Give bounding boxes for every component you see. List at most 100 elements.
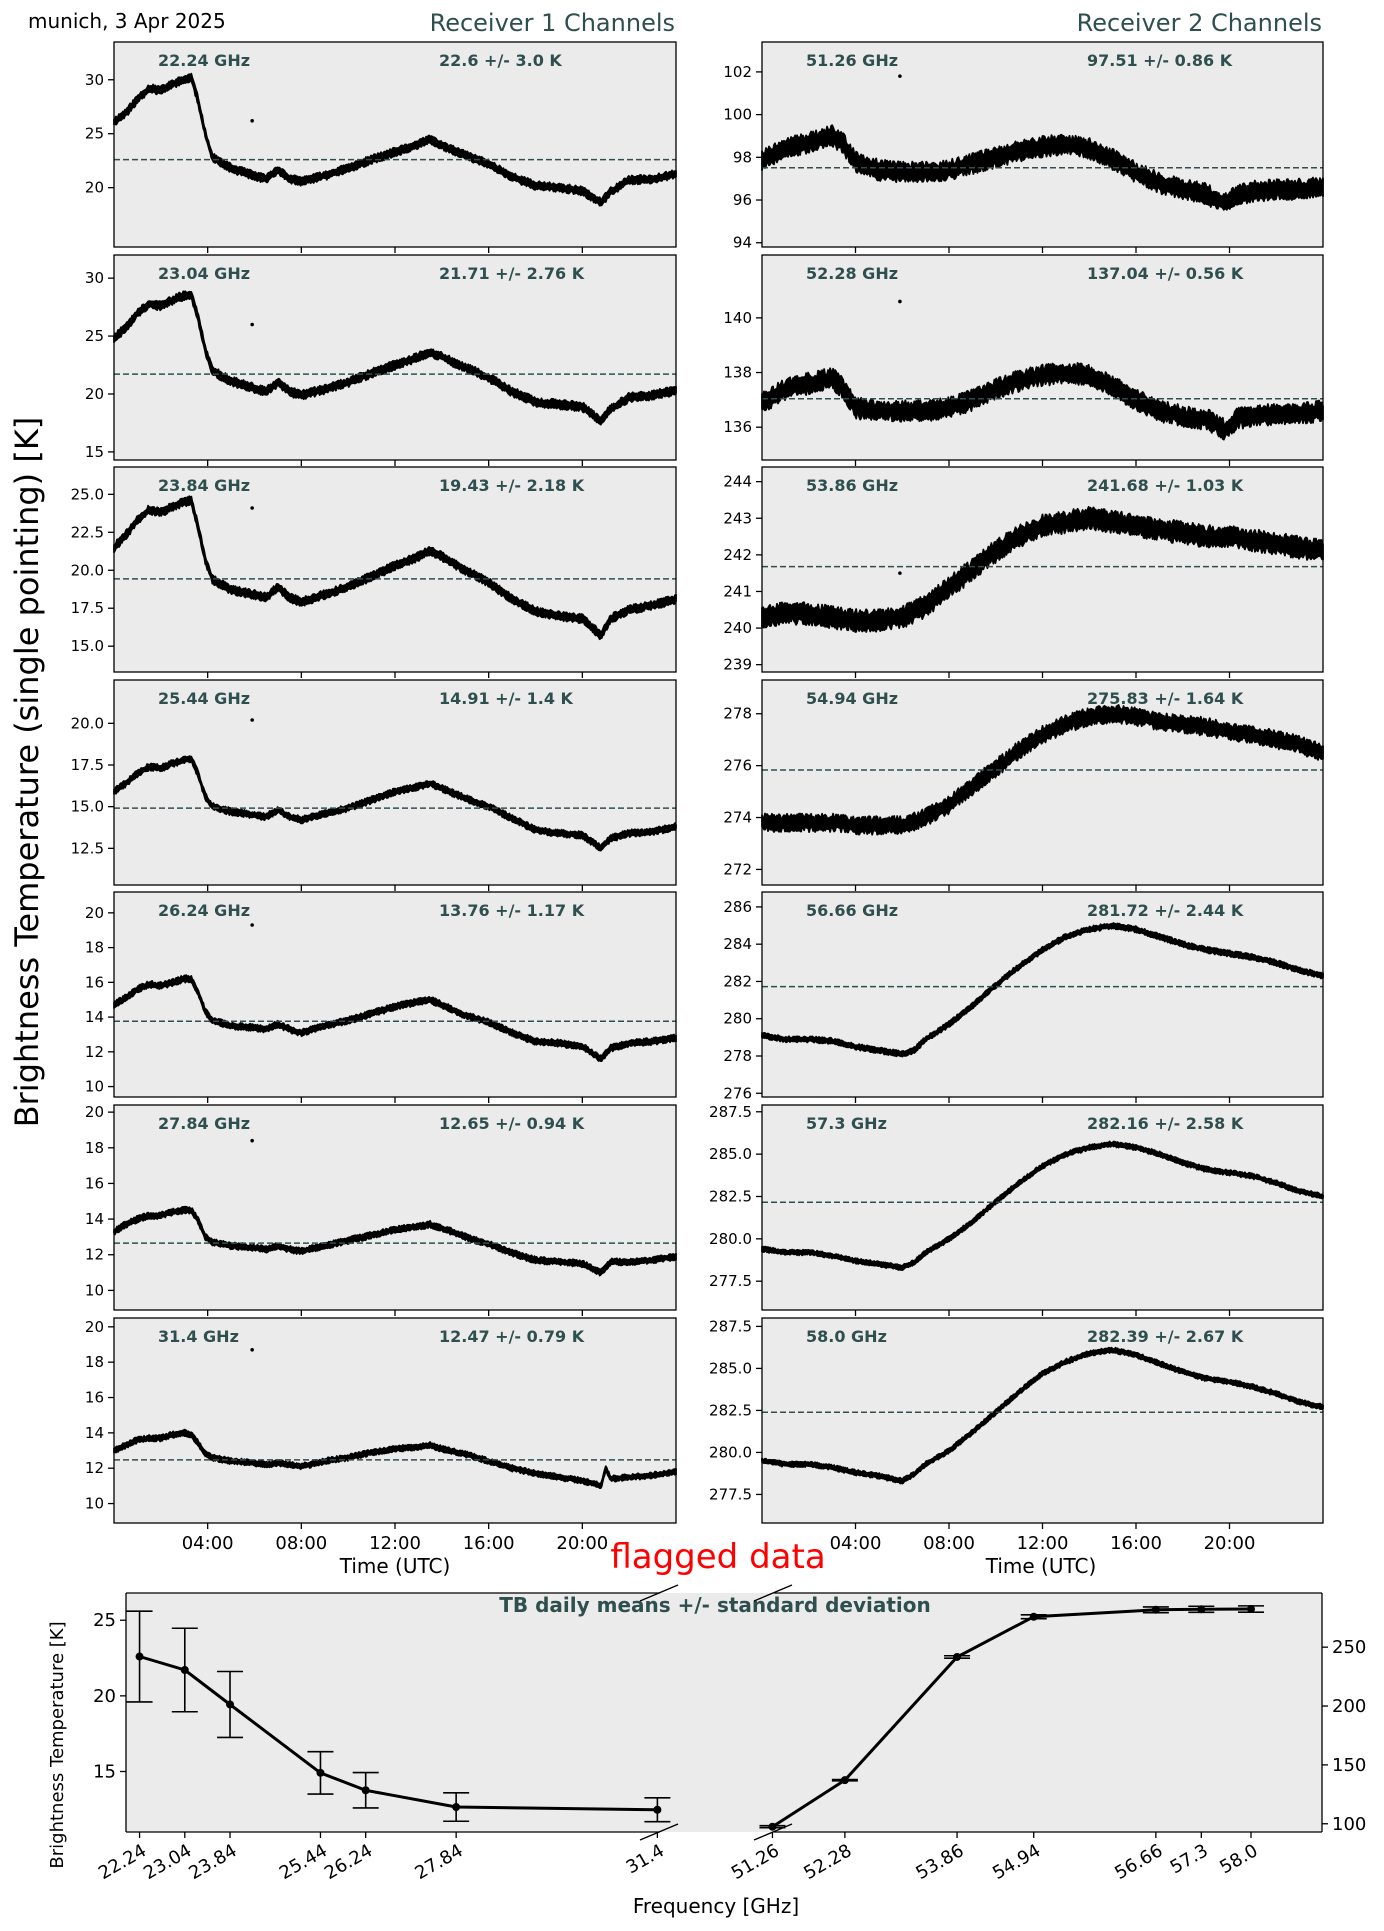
y-tick-label: 240 bbox=[723, 619, 752, 637]
receiver2-title: Receiver 2 Channels bbox=[1077, 9, 1322, 37]
channel-panel: 10 12 14 16 18 20 27.84 GHz 12.65 +/- 0.94 K bbox=[85, 1103, 677, 1316]
y-tick-label: 30 bbox=[85, 269, 104, 287]
panel-border bbox=[113, 891, 677, 1098]
axis-break-mark bbox=[639, 1823, 679, 1841]
y-axis-label: Brightness Temperature (single pointing)… bbox=[8, 417, 46, 1128]
panel-background bbox=[114, 1318, 676, 1523]
channel-frequency: 23.04 GHz bbox=[158, 264, 250, 283]
y-tick-label: 10 bbox=[85, 1495, 104, 1513]
panel-border bbox=[761, 41, 1324, 248]
y-tick-label: 272 bbox=[723, 860, 752, 878]
channel-panel: 277.5 280.0 282.5 285.0 287.5 04:00 08:00 12:00… bbox=[709, 1317, 1324, 1554]
y-tick-label: 20 bbox=[85, 1318, 104, 1336]
channel-stat: 281.72 +/- 2.44 K bbox=[1087, 901, 1244, 920]
y-tick-label: 25 bbox=[85, 327, 104, 345]
panel-background bbox=[114, 892, 676, 1097]
channel-panel: 277.5 280.0 282.5 285.0 287.5 57.3 GHz 282.16 … bbox=[709, 1103, 1324, 1316]
y-tick-label: 17.5 bbox=[71, 599, 104, 617]
panel-border bbox=[761, 1104, 1324, 1311]
panel-background bbox=[762, 1318, 1323, 1523]
y-tick-label: 25.0 bbox=[71, 485, 104, 503]
channel-stat: 12.47 +/- 0.79 K bbox=[439, 1327, 585, 1346]
y-tick-label: 100 bbox=[1332, 1814, 1366, 1835]
channel-panel: 272 274 276 278 54.94 GHz 275.83 +/- 1.64 K bbox=[723, 679, 1324, 891]
y-tick-label: 282.5 bbox=[709, 1401, 752, 1419]
x-tick-label: 20:00 bbox=[556, 1533, 608, 1554]
mean-point bbox=[953, 1652, 962, 1661]
y-tick-label: 242 bbox=[723, 546, 752, 564]
y-tick-label: 285.0 bbox=[709, 1145, 752, 1163]
location-date: munich, 3 Apr 2025 bbox=[28, 9, 226, 33]
y-tick-label: 20 bbox=[85, 385, 104, 403]
panel-background bbox=[114, 1105, 676, 1310]
channel-stat: 22.6 +/- 3.0 K bbox=[439, 51, 562, 70]
summary-ylabel: Brightness Temperature [K] bbox=[47, 1621, 68, 1868]
panel-border bbox=[113, 1104, 677, 1311]
panel-background bbox=[114, 680, 676, 885]
y-tick-label: 102 bbox=[723, 63, 752, 81]
summary-left-background bbox=[126, 1593, 680, 1832]
y-tick-label: 10 bbox=[85, 1281, 104, 1299]
x-tick-label: 12:00 bbox=[369, 1533, 421, 1554]
y-tick-label: 14 bbox=[85, 1008, 104, 1026]
y-tick-label: 282 bbox=[723, 972, 752, 990]
mean-point bbox=[452, 1803, 461, 1812]
y-tick-label: 278 bbox=[723, 705, 752, 723]
panel-border bbox=[113, 466, 677, 673]
panel-border bbox=[761, 891, 1324, 1098]
y-tick-label: 280.0 bbox=[709, 1443, 752, 1461]
channel-panel: 136 138 140 52.28 GHz 137.04 +/- 0.56 K bbox=[723, 254, 1324, 466]
y-tick-label: 241 bbox=[723, 582, 752, 600]
summary-gap-background bbox=[678, 1593, 756, 1832]
channel-panel: 10 12 14 16 18 20 26.24 GHz 13.76 +/- 1.17 K bbox=[85, 891, 677, 1103]
x-tick-label: 04:00 bbox=[182, 1533, 234, 1554]
flagged-data-label: flagged data bbox=[610, 1537, 825, 1577]
y-tick-label: 12 bbox=[85, 1459, 104, 1477]
y-tick-label: 285.0 bbox=[709, 1359, 752, 1377]
y-tick-label: 276 bbox=[723, 1084, 752, 1102]
y-tick-label: 25 bbox=[93, 1610, 116, 1631]
y-tick-label: 20 bbox=[85, 1103, 104, 1121]
y-tick-label: 12.5 bbox=[71, 839, 104, 857]
y-tick-label: 98 bbox=[733, 148, 752, 166]
y-tick-label: 20.0 bbox=[71, 714, 104, 732]
axis-break-mark bbox=[753, 1823, 793, 1841]
channel-frequency: 58.0 GHz bbox=[806, 1327, 887, 1346]
y-tick-label: 16 bbox=[85, 1174, 104, 1192]
receiver1-panels: 20 25 30 22.24 GHz 22.6 +/- 3.0 K 15 20 25 30 23.… bbox=[71, 41, 677, 1554]
outlier-point bbox=[250, 1348, 254, 1352]
y-tick-label: 18 bbox=[85, 1139, 104, 1157]
channel-panel: 15.0 17.5 20.0 22.5 25.0 23.84 GHz 19.43 +/- 2… bbox=[71, 466, 677, 678]
y-tick-label: 278 bbox=[723, 1047, 752, 1065]
panel-background bbox=[762, 1105, 1323, 1310]
channel-frequency: 53.86 GHz bbox=[806, 476, 898, 495]
y-tick-label: 18 bbox=[85, 1353, 104, 1371]
channel-stat: 19.43 +/- 2.18 K bbox=[439, 476, 585, 495]
x-tick-label: 16:00 bbox=[1110, 1533, 1162, 1554]
y-tick-label: 243 bbox=[723, 509, 752, 527]
channel-panel: 239 240 241 242 243 244 53.86 GHz 241.68 +/- 1.… bbox=[723, 466, 1324, 678]
panel-border bbox=[113, 679, 677, 886]
mean-point bbox=[135, 1652, 144, 1661]
panel-background bbox=[762, 892, 1323, 1097]
outlier-point bbox=[250, 118, 254, 123]
panel-background bbox=[114, 42, 676, 247]
channel-frequency: 57.3 GHz bbox=[806, 1114, 887, 1133]
channel-frequency: 52.28 GHz bbox=[806, 264, 898, 283]
y-tick-label: 94 bbox=[733, 234, 752, 252]
axis-break-mark bbox=[639, 1584, 679, 1602]
channel-frequency: 23.84 GHz bbox=[158, 476, 250, 495]
mean-point bbox=[840, 1776, 849, 1785]
y-tick-label: 15 bbox=[93, 1761, 116, 1782]
y-tick-label: 277.5 bbox=[709, 1485, 752, 1503]
y-tick-label: 12 bbox=[85, 1043, 104, 1061]
y-tick-label: 20 bbox=[85, 179, 104, 197]
y-tick-label: 12 bbox=[85, 1246, 104, 1264]
y-tick-label: 14 bbox=[85, 1210, 104, 1228]
channel-stat: 282.39 +/- 2.67 K bbox=[1087, 1327, 1244, 1346]
mean-point bbox=[653, 1805, 662, 1814]
receiver1-title: Receiver 1 Channels bbox=[430, 9, 675, 37]
channel-stat: 282.16 +/- 2.58 K bbox=[1087, 1114, 1244, 1133]
channel-frequency: 54.94 GHz bbox=[806, 689, 898, 708]
